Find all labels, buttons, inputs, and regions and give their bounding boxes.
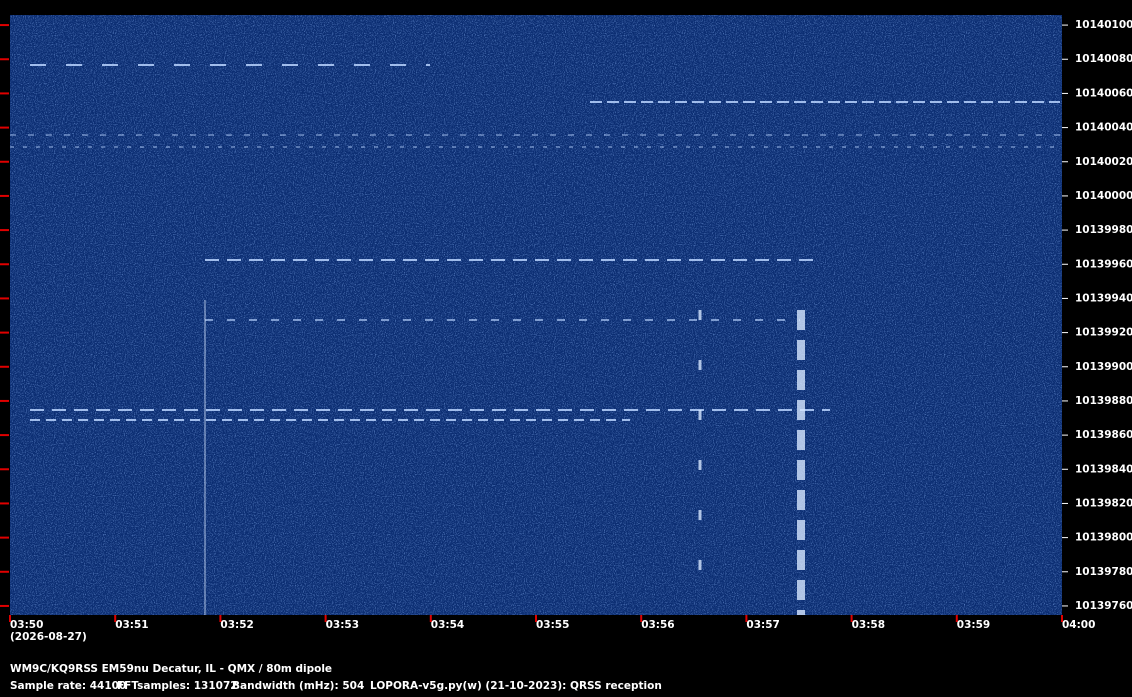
y-tick-label: 10140080 — [1075, 53, 1132, 65]
y-tick-label: 10139780 — [1075, 566, 1132, 578]
y-tick-label: 10139800 — [1075, 532, 1132, 544]
date-label: (2026-08-27) — [10, 631, 87, 643]
footer-info: Bandwidth (mHz): 504 — [232, 680, 364, 692]
vertical-bursts — [204, 300, 805, 615]
footer-info: LOPORA-v5g.py(w) (21-10-2023): QRSS rece… — [370, 680, 662, 692]
x-tick-label: 03:51 — [115, 619, 148, 631]
x-tick-label: 03:54 — [431, 619, 464, 631]
x-tick-label: 04:00 — [1062, 619, 1095, 631]
x-tick-label: 03:55 — [536, 619, 569, 631]
footer-info: FFTsamples: 131072 — [117, 680, 238, 692]
footer-info: Sample rate: 44100 — [10, 680, 126, 692]
y-tick-label: 10139860 — [1075, 429, 1132, 441]
x-tick-label: 03:56 — [641, 619, 674, 631]
x-tick-label: 03:50 — [10, 619, 43, 631]
y-tick-label: 10139900 — [1075, 361, 1132, 373]
y-tick-label: 10139920 — [1075, 327, 1132, 339]
station-label: WM9C/KQ9RSS EM59nu Decatur, IL - QMX / 8… — [10, 663, 332, 675]
y-tick-label: 10139760 — [1075, 600, 1132, 612]
y-tick-label: 10139840 — [1075, 463, 1132, 475]
y-tick-label: 10139960 — [1075, 258, 1132, 270]
y-tick-label: 10140020 — [1075, 156, 1132, 168]
x-tick-label: 03:52 — [220, 619, 253, 631]
y-tick-label: 10139940 — [1075, 292, 1132, 304]
y-tick-label: 10140000 — [1075, 190, 1132, 202]
y-tick-label: 10140100 — [1075, 19, 1132, 31]
y-tick-label: 10139820 — [1075, 497, 1132, 509]
waterfall-noise — [10, 15, 1062, 615]
x-tick-label: 03:59 — [957, 619, 990, 631]
x-tick-label: 03:57 — [746, 619, 779, 631]
x-tick-label: 03:53 — [326, 619, 359, 631]
x-tick-label: 03:58 — [852, 619, 885, 631]
y-tick-label: 10139980 — [1075, 224, 1132, 236]
y-tick-label: 10139880 — [1075, 395, 1132, 407]
y-tick-label: 10140060 — [1075, 87, 1132, 99]
signal-traces — [10, 64, 1060, 421]
y-tick-label: 10140040 — [1075, 122, 1132, 134]
